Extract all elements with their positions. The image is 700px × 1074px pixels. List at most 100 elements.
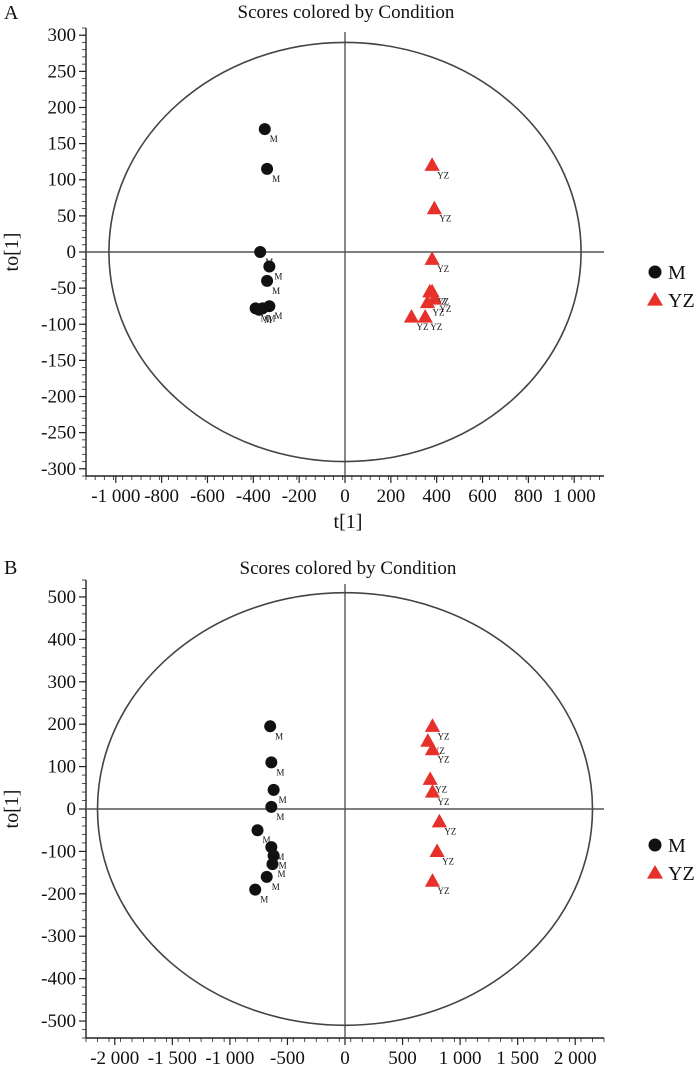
y-tick-label: 0 <box>67 242 77 263</box>
point-label: YZ <box>435 784 447 794</box>
point-yz <box>424 873 441 887</box>
chart-panel-a: A Scores colored by Condition 300 250 200 150… <box>1 2 695 533</box>
confidence-ellipse <box>108 41 582 463</box>
y-tick-label: -300 <box>41 926 76 947</box>
y-tick-label: 0 <box>67 799 77 820</box>
x-tick-label: 200 <box>377 486 406 507</box>
point-label: M <box>263 835 271 845</box>
x-axis-title: t[1] <box>334 511 363 533</box>
panel-letter: A <box>4 2 19 24</box>
y-tick-label: 500 <box>48 587 77 608</box>
point-label: M <box>260 895 268 905</box>
x-tick-label: 1 000 <box>553 486 596 507</box>
x-tick-label: 0 <box>340 486 350 507</box>
point-label: M <box>275 731 283 741</box>
point-label: YZ <box>437 731 449 741</box>
point-label: M <box>274 311 282 321</box>
point-label: M <box>267 313 275 323</box>
y-tick-label: 150 <box>48 134 77 155</box>
point-label: M <box>276 852 284 862</box>
y-tick-label: 300 <box>48 25 77 46</box>
point-label: YZ <box>442 856 454 866</box>
point-m <box>264 720 277 733</box>
point-label: YZ <box>437 297 449 307</box>
point-label: YZ <box>435 297 447 307</box>
legend-label-m: M <box>668 835 686 857</box>
point-m <box>260 870 273 883</box>
panel-letter: B <box>4 557 17 579</box>
point-yz <box>424 251 440 265</box>
legend-marker-m <box>648 838 662 852</box>
x-tick-label: 500 <box>388 1048 417 1069</box>
x-tick-label: 0 <box>340 1048 350 1069</box>
y-tick-label: -50 <box>51 278 76 299</box>
x-tick-label: -400 <box>236 486 271 507</box>
point-m <box>265 800 278 813</box>
x-tick-label: 400 <box>422 486 451 507</box>
legend-marker-m <box>648 265 662 279</box>
x-tick-label: -200 <box>282 486 317 507</box>
point-m <box>254 246 267 258</box>
y-tick-label: 200 <box>48 97 77 118</box>
y-tick-label: 300 <box>48 672 77 693</box>
point-m <box>258 123 271 136</box>
y-tick-label: -250 <box>41 423 76 444</box>
chart-title: Scores colored by Condition <box>238 2 455 23</box>
point-yz <box>422 771 438 785</box>
y-tick-label: -400 <box>41 969 76 990</box>
point-m <box>265 756 278 769</box>
point-yz <box>429 843 445 858</box>
point-yz <box>419 294 436 309</box>
point-m <box>261 162 274 175</box>
point-yz <box>417 309 433 323</box>
x-tick-label: 1 500 <box>496 1048 539 1069</box>
point-m <box>263 260 276 273</box>
point-yz <box>431 813 447 828</box>
y-tick-label: -500 <box>41 1011 76 1032</box>
point-label: YZ <box>437 755 449 765</box>
legend-marker-yz <box>647 865 663 879</box>
confidence-ellipse <box>96 591 594 1027</box>
y-axis-title: to[1] <box>1 233 23 272</box>
point-yz <box>403 309 420 323</box>
x-tick-label: -800 <box>144 486 179 507</box>
x-tick-label: 600 <box>468 486 497 507</box>
point-label: M <box>276 812 284 822</box>
chart-title: Scores colored by Condition <box>240 558 457 579</box>
point-yz <box>424 718 441 732</box>
y-tick-label: 50 <box>57 206 76 227</box>
y-tick-label: -150 <box>41 350 76 371</box>
legend-label-m: M <box>668 262 686 284</box>
x-tick-label: -1 000 <box>91 486 140 507</box>
point-label: M <box>261 313 269 323</box>
x-tick-label: 800 <box>514 486 543 507</box>
point-label: YZ <box>433 746 445 756</box>
point-label: YZ <box>416 322 428 332</box>
point-label: YZ <box>444 827 456 837</box>
point-label: YZ <box>430 322 442 332</box>
y-tick-label: 200 <box>48 714 77 735</box>
point-label: M <box>272 882 280 892</box>
point-m <box>249 883 262 896</box>
legend-marker-yz <box>647 292 663 306</box>
x-tick-label: -2 000 <box>90 1048 139 1069</box>
point-label: YZ <box>439 304 451 314</box>
point-m <box>266 858 279 871</box>
point-label: M <box>272 174 280 184</box>
x-tick-label: -1 500 <box>148 1048 197 1069</box>
point-label: M <box>279 795 287 805</box>
y-axis-title: to[1] <box>1 790 23 829</box>
y-tick-label: -100 <box>41 314 76 335</box>
point-label: M <box>264 315 272 325</box>
point-yz <box>424 157 440 171</box>
point-label: M <box>270 134 278 144</box>
y-tick-label: 100 <box>48 757 77 778</box>
point-yz <box>424 741 441 756</box>
point-m <box>267 783 280 796</box>
y-tick-label: 100 <box>48 170 77 191</box>
point-m <box>253 303 266 316</box>
x-tick-label: 1 000 <box>439 1048 482 1069</box>
